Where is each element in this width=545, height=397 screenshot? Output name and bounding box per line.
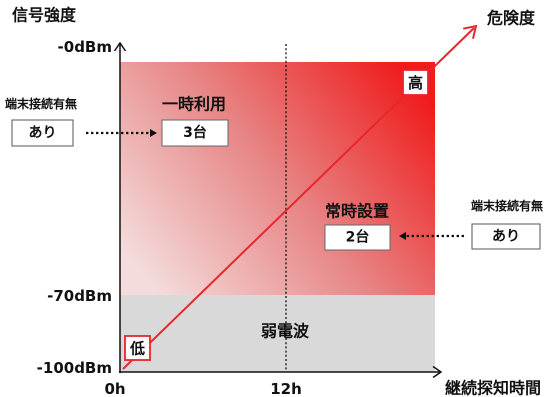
- danger-low-box: [124, 335, 151, 361]
- permanent-install-group: 常時設置 2台 端末接続有無 あり: [324, 198, 543, 251]
- danger-high-marker: 高: [402, 69, 429, 96]
- danger-high-label: 高: [408, 74, 423, 92]
- connection-status-label: 端末接続有無: [471, 198, 543, 213]
- connection-status-label: 端末接続有無: [5, 96, 77, 111]
- dotted-arrow-head-icon: [399, 232, 406, 240]
- connection-status-box: [471, 223, 541, 250]
- device-count-value: 2台: [346, 229, 370, 246]
- x-tick-label: 12h: [270, 380, 302, 397]
- danger-arrow-head-icon: [462, 24, 478, 39]
- device-count-value: 3台: [183, 124, 207, 141]
- x-tick-label: 0h: [104, 380, 125, 397]
- device-count-box: [324, 224, 391, 251]
- dotted-arrow-head-icon: [150, 129, 157, 137]
- x-axis: 0h 12h 継続探知時間: [104, 365, 541, 397]
- y-axis-title: 信号強度: [12, 6, 77, 25]
- connection-status-value: あり: [492, 229, 520, 245]
- danger-low-marker: 低: [124, 335, 151, 361]
- connection-status-value: あり: [29, 125, 57, 141]
- weak-signal-zone: [120, 295, 435, 372]
- temporary-use-group: 端末接続有無 あり 一時利用 3台: [5, 95, 229, 147]
- device-count-box: [161, 119, 229, 147]
- plot-area: 弱電波: [120, 44, 435, 372]
- y-axis-arrow-icon: [113, 41, 127, 52]
- x-axis-arrow-icon: [432, 365, 443, 379]
- connection-status-box: [11, 119, 74, 147]
- y-tick-label: -70dBm: [47, 287, 112, 305]
- danger-low-label: 低: [129, 340, 145, 358]
- permanent-install-label: 常時設置: [325, 202, 389, 221]
- y-tick-label: -0dBm: [58, 38, 112, 56]
- x-axis-title: 継続探知時間: [445, 379, 541, 397]
- danger-high-box: [402, 69, 429, 96]
- y-axis: 信号強度 -0dBm -70dBm -100dBm: [12, 6, 127, 377]
- temporary-use-label: 一時利用: [162, 95, 226, 114]
- y-tick-label: -100dBm: [37, 359, 112, 377]
- danger-axis-title: 危険度: [487, 9, 536, 28]
- risk-zone: [120, 62, 435, 295]
